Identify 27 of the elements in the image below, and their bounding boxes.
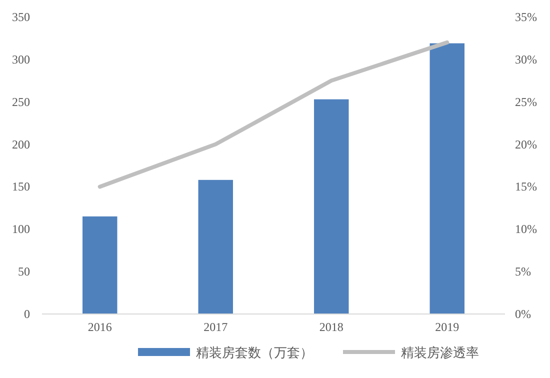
y-tick-label: 300 (12, 52, 30, 66)
y-tick-label: 0 (24, 307, 30, 321)
bar (314, 99, 349, 314)
y2-tick-label: 15% (515, 180, 537, 194)
y2-tick-label: 0% (515, 307, 531, 321)
y2-tick-label: 35% (515, 10, 537, 24)
x-tick-label: 2016 (88, 320, 112, 334)
y-tick-label: 350 (12, 10, 30, 24)
legend-label: 精装房套数（万套） (196, 345, 313, 360)
bar (430, 43, 464, 314)
y-tick-label: 150 (12, 180, 30, 194)
y2-tick-label: 10% (515, 222, 537, 236)
y-tick-label: 100 (12, 222, 30, 236)
y-tick-label: 250 (12, 94, 30, 109)
y-tick-label: 200 (12, 137, 30, 152)
y2-tick-label: 20% (515, 137, 537, 152)
line-series (98, 40, 450, 189)
bar (198, 180, 233, 314)
bar (82, 216, 118, 314)
y-tick-label: 50 (18, 264, 30, 279)
x-tick-label: 2017 (204, 320, 228, 334)
x-tick-label: 2019 (435, 320, 460, 334)
y2-tick-label: 30% (515, 52, 537, 66)
x-tick-label: 2018 (319, 320, 344, 334)
legend-label: 精装房渗透率 (401, 345, 479, 360)
y2-tick-label: 25% (515, 94, 537, 109)
y2-tick-label: 5% (515, 264, 531, 279)
